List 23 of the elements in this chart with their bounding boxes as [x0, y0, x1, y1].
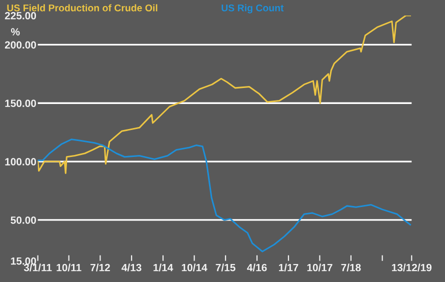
x-tick-label: 4/13 [122, 264, 142, 272]
y-tick-label: 15.00 [11, 257, 36, 265]
x-tick-label: 4/16 [247, 264, 267, 272]
text: US Field Production of Crude Oil [7, 4, 158, 12]
text: US Rig Count [222, 4, 284, 14]
x-tick-label: 7/12 [90, 264, 110, 272]
y-axis-title: % [11, 28, 20, 36]
y-tick-label: 50.00 [10, 216, 36, 224]
x-tick-label: 13/12/19 [392, 264, 432, 272]
x-tick-label: 1/14 [154, 264, 174, 272]
x-tick-label: 3/1/11 [24, 264, 52, 272]
y-tick-label: 150.00 [5, 100, 36, 108]
line-series [38, 16, 412, 174]
x-tick-label: 10/14 [182, 264, 208, 272]
x-tick-label: 7/18 [341, 264, 361, 272]
x-tick-label: 10/17 [307, 264, 332, 272]
y-tick-label: 100.00 [5, 158, 36, 166]
line-series [38, 138, 412, 252]
x-tick-label: 10/11 [56, 264, 82, 272]
y-tick-label: 200.00 [4, 41, 36, 49]
x-tick-label: 1/17 [278, 264, 298, 272]
y-tick-label: 225.00 [4, 12, 36, 20]
x-tick-label: 7/15 [216, 264, 236, 272]
